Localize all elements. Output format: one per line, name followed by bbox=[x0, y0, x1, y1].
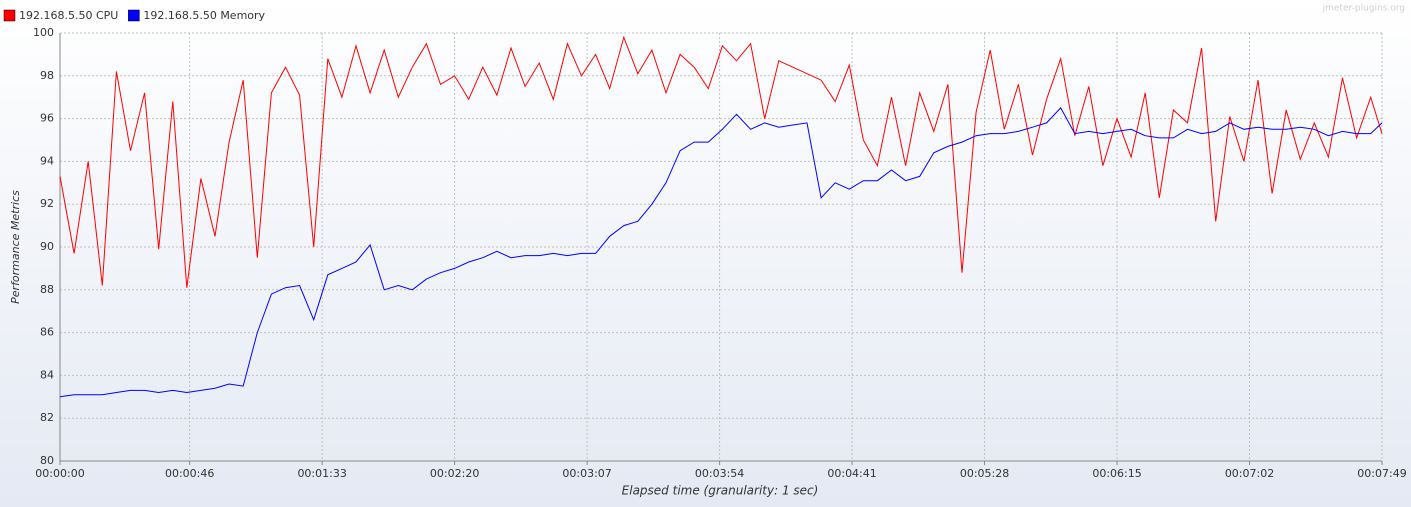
legend-swatch bbox=[3, 9, 16, 22]
x-axis-label: Elapsed time (granularity: 1 sec) bbox=[622, 484, 819, 498]
x-tick-label: 00:01:33 bbox=[297, 467, 346, 480]
x-tick-label: 00:00:46 bbox=[165, 467, 214, 480]
series-line bbox=[59, 107, 1383, 398]
x-tick-label: 00:04:41 bbox=[827, 467, 876, 480]
y-tick-label: 92 bbox=[40, 197, 54, 210]
x-tick-label: 00:00:00 bbox=[35, 467, 84, 480]
y-tick-label: 86 bbox=[40, 326, 54, 339]
y-tick-label: 96 bbox=[40, 112, 54, 125]
y-tick-label: 90 bbox=[40, 240, 54, 253]
x-tick-label: 00:03:07 bbox=[562, 467, 611, 480]
x-tick-label: 00:03:54 bbox=[695, 467, 744, 480]
x-tick-label: 00:06:15 bbox=[1092, 467, 1141, 480]
y-axis-label: Performance Metrics bbox=[9, 190, 22, 304]
y-tick-label: 82 bbox=[40, 411, 54, 424]
y-tick-label: 100 bbox=[33, 26, 54, 39]
y-tick-label: 80 bbox=[40, 454, 54, 467]
legend-label: 192.168.5.50 CPU bbox=[19, 9, 118, 22]
x-tick-label: 00:07:02 bbox=[1225, 467, 1274, 480]
y-tick-label: 88 bbox=[40, 283, 54, 296]
legend-label: 192.168.5.50 Memory bbox=[143, 9, 265, 22]
legend-swatch bbox=[128, 9, 140, 22]
y-tick-label: 98 bbox=[40, 69, 54, 82]
series-line bbox=[59, 35, 1383, 288]
x-tick-label: 00:07:49 bbox=[1357, 467, 1406, 480]
watermark: jmeter-plugins.org bbox=[1322, 4, 1405, 14]
x-tick-label: 00:05:28 bbox=[960, 467, 1009, 480]
y-tick-label: 84 bbox=[40, 368, 54, 381]
x-tick-label: 00:02:20 bbox=[430, 467, 479, 480]
y-tick-label: 94 bbox=[40, 154, 54, 167]
